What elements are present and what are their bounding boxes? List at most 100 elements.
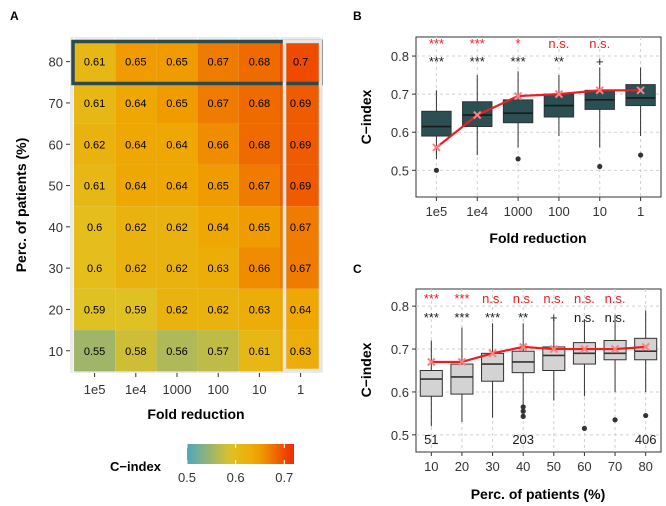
panel-c-y-axis-title: C−index — [358, 342, 374, 397]
heatmap-cell — [115, 206, 157, 248]
heatmap-cell-value: 0.61 — [84, 181, 105, 193]
box-outlier — [637, 152, 644, 158]
box — [542, 346, 566, 372]
sample-size-label: 203 — [512, 432, 534, 447]
mean-marker — [641, 342, 650, 352]
box — [421, 110, 452, 137]
heatmap-cell — [238, 330, 280, 372]
heatmap-cell — [197, 41, 239, 83]
heatmap-y-tick-label: 70 — [49, 96, 63, 111]
mean-marker — [473, 110, 482, 120]
heatmap-cell-value: 0.64 — [207, 222, 228, 234]
significance-label-black: *** — [429, 54, 444, 69]
heatmap-cell — [115, 288, 157, 331]
heatmap-cell-labels: 0.61 0.65 0.65 0.67 0.68 0.7 0.61 0.64 0.65 0.67 0… — [84, 57, 311, 358]
box-outlier — [520, 413, 526, 419]
heatmap-cell-value: 0.65 — [125, 57, 146, 69]
significance-label-black: *** — [470, 54, 485, 69]
heatmap-cell-value: 0.67 — [290, 263, 311, 275]
x-tick-label: 60 — [577, 459, 591, 474]
heatmap-cell — [280, 247, 322, 289]
mean-marker — [513, 91, 523, 101]
panel-b-x-axis-title: Fold reduction — [489, 230, 586, 246]
y-tick-label: 0.5 — [391, 163, 409, 178]
mean-marker — [636, 86, 645, 95]
panel-b-y-axis-title: C−index — [358, 89, 374, 144]
heatmap-cell-value: 0.61 — [84, 98, 105, 110]
significance-label-black: + — [550, 310, 558, 325]
box-outlier — [520, 404, 526, 410]
colorbar-tick-label: 0.5 — [178, 470, 196, 485]
heatmap-cell-value: 0.61 — [249, 346, 270, 358]
heatmap-cell-value: 0.62 — [125, 222, 146, 234]
heatmap-cell — [197, 330, 239, 372]
x-tick-label: 10 — [424, 459, 438, 474]
colorbar-legend: C−index 0.5 0.6 0.7 — [110, 444, 294, 485]
heatmap-y-ticks: 80 70 60 50 40 30 20 10 — [49, 55, 70, 359]
heatmap-cell — [156, 41, 198, 83]
heatmap-cell-value: 0.68 — [249, 139, 270, 151]
mean-marker — [580, 344, 589, 354]
heatmap-x-axis-title: Fold reduction — [147, 406, 244, 422]
highlight-column-box — [282, 39, 323, 373]
heatmap-cells — [74, 41, 322, 372]
heatmap-cell-value: 0.67 — [249, 181, 270, 193]
box — [625, 84, 656, 107]
heatmap-cell — [156, 123, 198, 165]
heatmap-cell-value: 0.63 — [249, 304, 270, 316]
heatmap-cell-value: 0.61 — [84, 57, 105, 69]
significance-label-red: *** — [454, 291, 469, 306]
significance-label-red: n.s. — [513, 291, 534, 306]
mean-marker — [554, 89, 564, 99]
heatmap-cell — [238, 123, 280, 165]
significance-label-red: *** — [470, 36, 485, 51]
heatmap-cell — [280, 206, 322, 248]
x-tick-label: 1000 — [504, 204, 533, 219]
mean-marker — [432, 143, 441, 152]
heatmap-cell — [74, 82, 116, 124]
heatmap-x-ticks: 1e5 1e4 1000 100 10 1 — [84, 373, 304, 397]
box — [502, 99, 534, 124]
heatmap-cell-value: 0.66 — [249, 263, 270, 275]
heatmap-cell — [156, 288, 198, 331]
box-outlier — [612, 417, 618, 423]
box-outlier — [643, 412, 649, 419]
significance-label-black: n.s. — [574, 310, 595, 325]
heatmap-cell — [280, 41, 322, 83]
heatmap-y-tick-label: 80 — [49, 55, 63, 70]
heatmap-cell-value: 0.69 — [290, 181, 311, 193]
heatmap-cell-value: 0.69 — [290, 139, 311, 151]
heatmap-cell-value: 0.64 — [125, 139, 146, 151]
panel-label-c: C — [353, 262, 362, 276]
significance-label-black: *** — [454, 310, 469, 325]
significance-label-black: ** — [518, 310, 528, 325]
significance-label-red: n.s. — [482, 291, 503, 306]
heatmap-cell-value: 0.62 — [166, 222, 187, 234]
heatmap-y-tick-label: 50 — [49, 179, 63, 194]
colorbar-title: C−index — [110, 459, 162, 474]
significance-label-red: n.s. — [543, 291, 564, 306]
heatmap-cell — [197, 164, 239, 207]
heatmap-cell — [115, 247, 157, 289]
heatmap-cell-value: 0.62 — [84, 139, 105, 151]
heatmap-y-tick-label: 30 — [49, 261, 63, 276]
heatmap-cell-value: 0.6 — [87, 222, 102, 234]
heatmap-cell — [115, 123, 157, 165]
mean-marker — [595, 86, 604, 95]
panel-b-mean-line — [432, 86, 645, 152]
heatmap-cell — [280, 288, 322, 331]
y-tick-label: 0.5 — [391, 428, 409, 443]
mean-marker — [549, 344, 559, 354]
heatmap-cell — [197, 288, 239, 331]
significance-label-red: * — [516, 36, 521, 51]
heatmap-cell — [115, 330, 157, 372]
heatmap-cell-value: 0.59 — [84, 304, 105, 316]
significance-label-red: n.s. — [548, 36, 569, 51]
y-tick-label: 0.8 — [391, 49, 409, 64]
heatmap-cell-value: 0.62 — [166, 304, 187, 316]
box-outlier — [515, 156, 521, 162]
heatmap-cell-value: 0.6 — [87, 263, 102, 275]
significance-label-black: *** — [510, 54, 525, 69]
heatmap-y-tick-label: 20 — [49, 302, 63, 317]
